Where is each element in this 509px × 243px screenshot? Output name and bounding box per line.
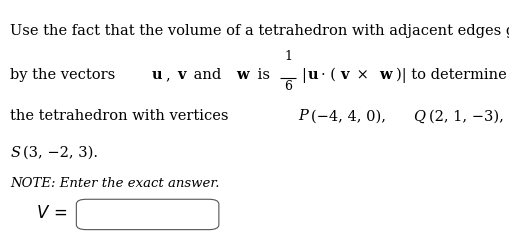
Text: u: u [307,68,318,82]
Text: v: v [178,68,186,82]
Text: and: and [189,68,225,82]
Text: ,: , [165,68,175,82]
Text: |: | [301,68,306,83]
Text: P: P [298,109,308,123]
Text: )| to determine the volume of: )| to determine the volume of [395,68,509,83]
Text: Use the fact that the volume of a tetrahedron with adjacent edges given: Use the fact that the volume of a tetrah… [10,24,509,38]
Text: · (: · ( [321,68,336,82]
Text: 1: 1 [284,50,292,63]
Text: w: w [379,68,392,82]
Text: (2, 1, −3),: (2, 1, −3), [429,109,508,123]
Text: u: u [152,68,162,82]
Text: ×: × [352,68,373,82]
Text: $V\,=$: $V\,=$ [36,205,67,222]
Text: w: w [236,68,249,82]
Text: is: is [252,68,274,82]
Text: (−4, 4, 0),: (−4, 4, 0), [311,109,390,123]
Text: S: S [10,146,20,160]
Text: 6: 6 [284,80,292,93]
Text: v: v [341,68,349,82]
Text: (3, −2, 3).: (3, −2, 3). [23,146,98,160]
Text: NOTE: Enter the exact answer.: NOTE: Enter the exact answer. [10,177,220,190]
FancyBboxPatch shape [76,199,219,230]
Text: the tetrahedron with vertices: the tetrahedron with vertices [10,109,233,123]
Text: Q: Q [414,109,426,123]
Text: by the vectors: by the vectors [10,68,120,82]
